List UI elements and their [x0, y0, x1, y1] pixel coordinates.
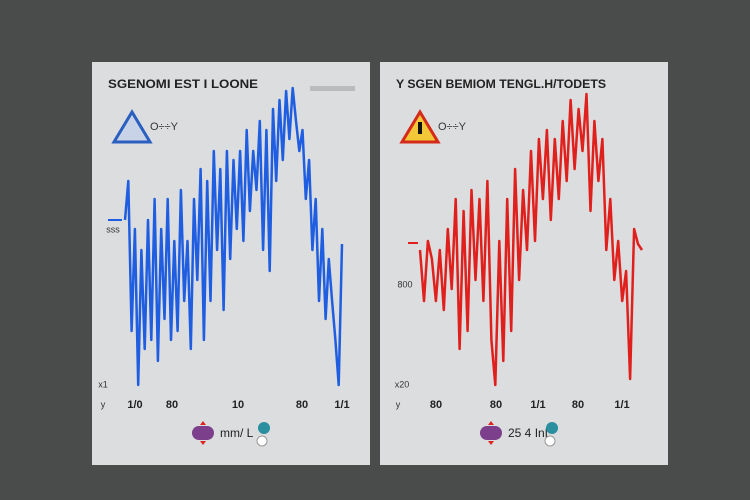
legend-ring — [544, 435, 556, 447]
x-label: 80 — [296, 399, 308, 411]
chart-title: Y SGEN BEMIOM TENGL.H/TODETS — [396, 77, 606, 91]
x-label: 80 — [490, 399, 502, 411]
icon-mark — [418, 122, 422, 134]
y-label: y — [101, 399, 106, 409]
title-bar — [310, 86, 355, 91]
x-label: 1/1 — [334, 399, 349, 411]
x-label: 1/1 — [530, 399, 545, 411]
legend-dot — [546, 422, 558, 434]
x-label: 80 — [572, 399, 584, 411]
legend-label: mm/ L — [220, 426, 254, 440]
x-label: 10 — [232, 399, 244, 411]
x-label: 80 — [430, 399, 442, 411]
legend-pill — [480, 426, 502, 440]
icon-label: O÷÷Y — [438, 121, 467, 133]
data-line — [418, 92, 644, 387]
chart-title: SGENOMI EST I LOONE — [108, 77, 258, 91]
y-label: x20 — [395, 379, 410, 389]
chart-panel: SGENOMI EST I LOONE O÷÷Y sss x1 y 1/0 80 10 80 1/… — [92, 62, 370, 465]
x-label: 1/0 — [127, 399, 142, 411]
y-label: 800 — [397, 279, 412, 289]
y-label: y — [396, 399, 401, 409]
x-label: 80 — [166, 399, 178, 411]
icon-label: O÷÷Y — [150, 121, 179, 133]
icon-triangle — [111, 109, 153, 144]
y-label: x1 — [98, 379, 108, 389]
y-label: sss — [106, 224, 120, 234]
x-label: 1/1 — [614, 399, 629, 411]
data-line — [123, 86, 344, 387]
legend-dot — [258, 422, 270, 434]
legend-ring — [256, 435, 268, 447]
legend-label: 25 4 InL — [508, 426, 552, 440]
chart-panel: Y SGEN BEMIOM TENGL.H/TODETS O÷÷Y 800 x20 y 8… — [380, 62, 668, 465]
legend-pill — [192, 426, 214, 440]
